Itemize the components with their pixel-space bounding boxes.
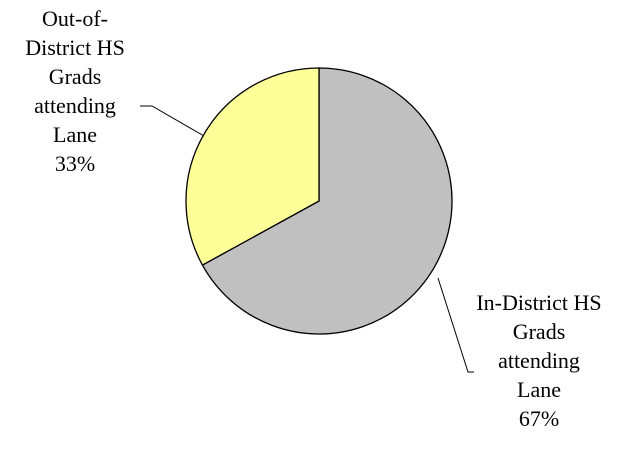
pie-slice-in-district [201, 67, 453, 335]
leader-line-in-district [437, 277, 474, 373]
slice-label-line: attending [498, 348, 580, 373]
pie-slice-out-of-district [185, 67, 320, 266]
slice-label-line: Lane [53, 122, 97, 147]
slice-label-line: In-District HS [476, 290, 602, 315]
slice-percent-label: 33% [54, 151, 96, 176]
slice-percent-label: 67% [518, 406, 560, 431]
slice-label-line: Grads [48, 64, 102, 89]
slice-label-line: Lane [517, 377, 561, 402]
slice-label-line: District HS [25, 35, 125, 60]
slice-label-out-of-district: Out-of- District HS Grads attending Lane… [0, 4, 150, 178]
slice-label-line: Out-of- [42, 6, 108, 31]
slice-label-line: Grads [512, 319, 566, 344]
leader-line-out-of-district [140, 105, 205, 137]
slice-label-in-district: In-District HS Grads attending Lane 67% [459, 288, 619, 433]
slice-label-line: attending [34, 93, 116, 118]
